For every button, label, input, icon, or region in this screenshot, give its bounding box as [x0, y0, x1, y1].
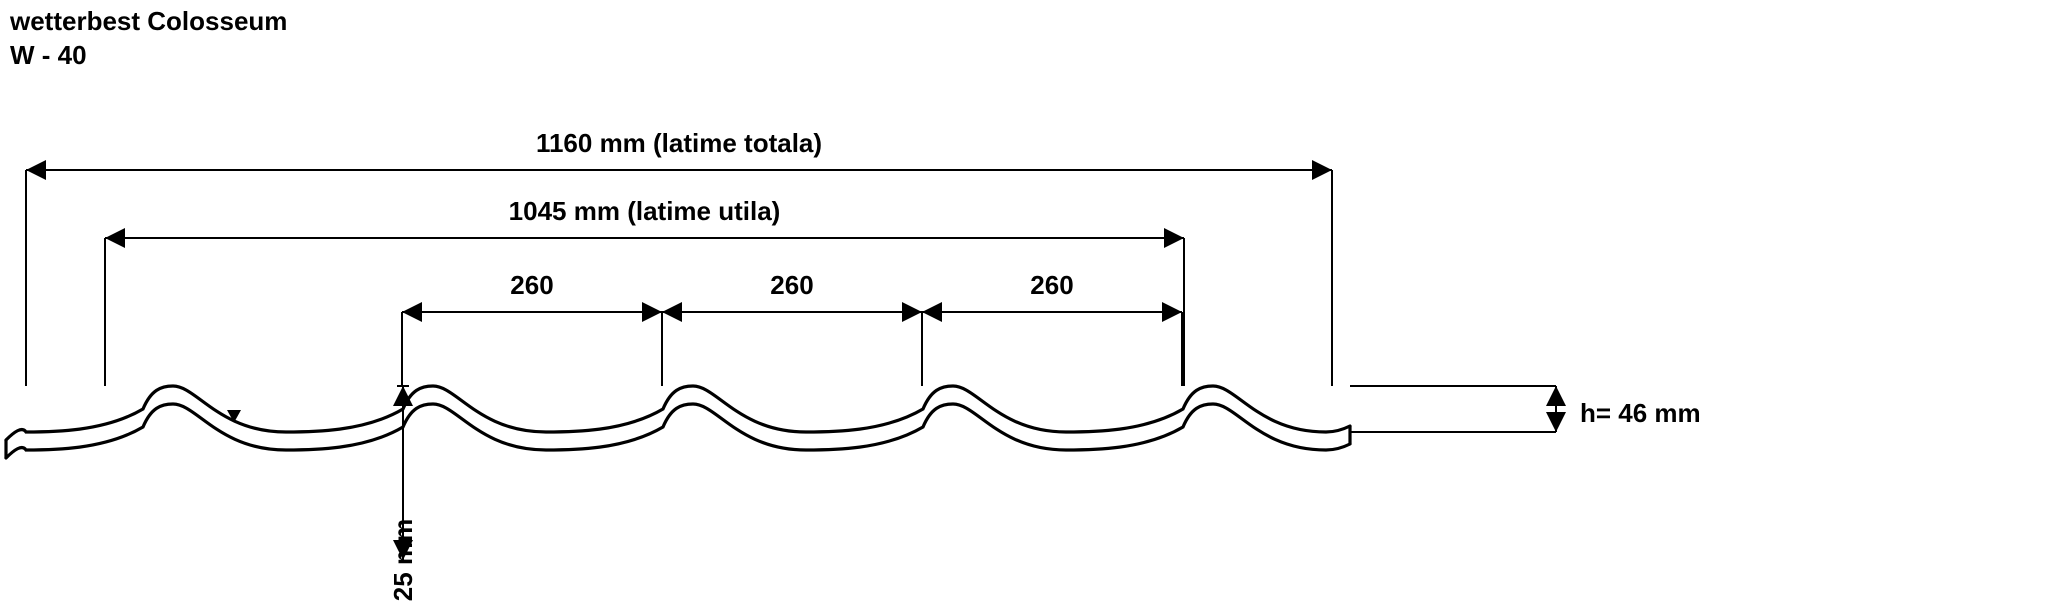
dim-pitch-label-2: 260	[770, 270, 813, 301]
profile-svg	[0, 0, 2048, 601]
dim-wave-height-label: 25 mm	[388, 519, 419, 601]
dim-pitch-label-3: 260	[1030, 270, 1073, 301]
dim-total-width-label: 1160 mm (latime totala)	[536, 128, 822, 159]
dim-pitch-label-1: 260	[510, 270, 553, 301]
dim-height-label: h= 46 mm	[1580, 398, 1701, 429]
dim-useful-width-label: 1045 mm (latime utila)	[509, 196, 781, 227]
diagram-canvas: wetterbest Colosseum W - 40 1160 mm (lat…	[0, 0, 2048, 601]
